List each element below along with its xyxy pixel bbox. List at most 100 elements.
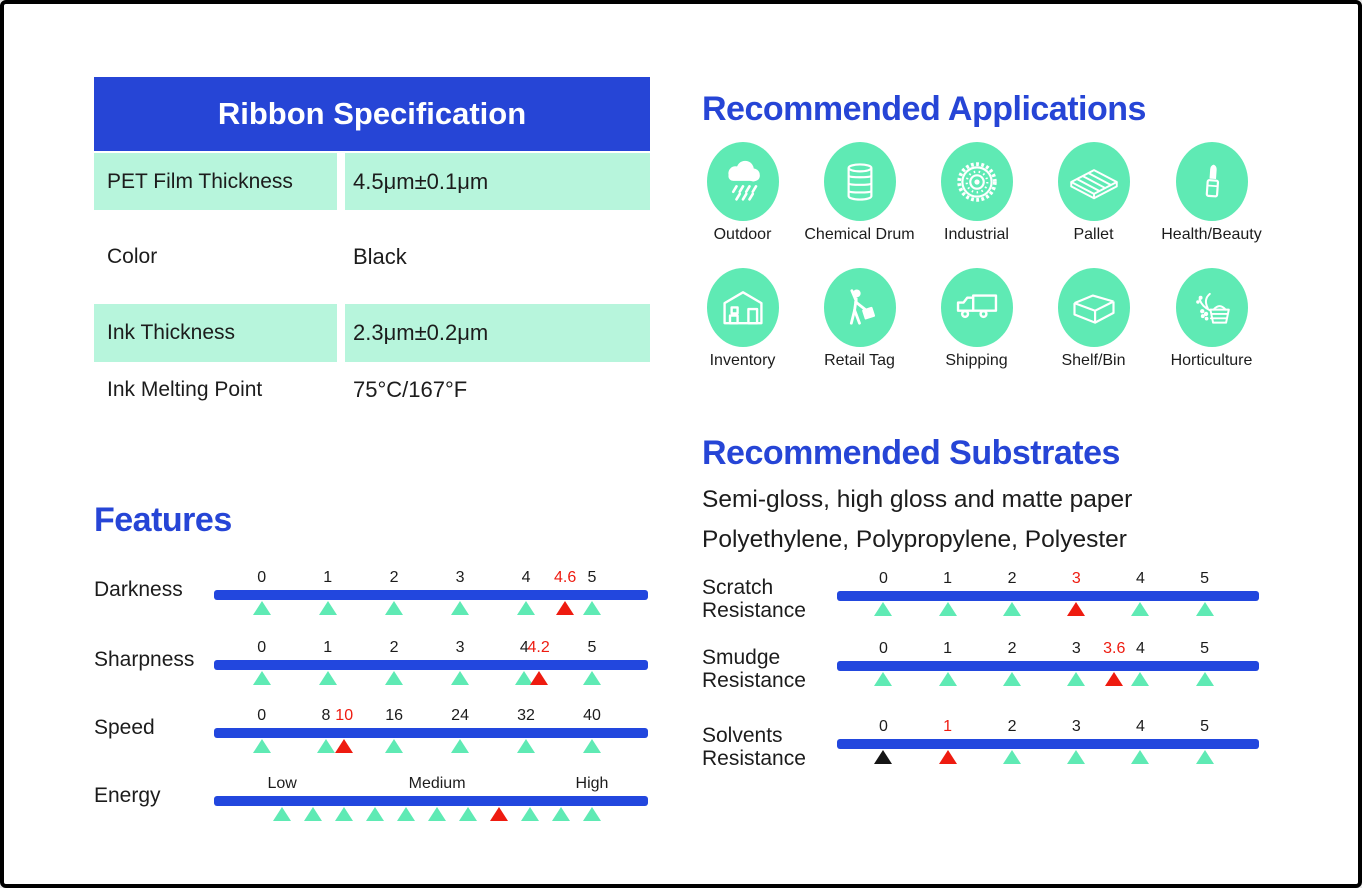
tick-label: 2 (1007, 570, 1017, 587)
scale-track: 0 1 2 3 4 4.6 5 (214, 569, 648, 617)
value-marker-triangle (556, 601, 575, 615)
substrate-line-paper: Semi-gloss, high gloss and matte paper (702, 486, 1133, 513)
tick-marker-triangle (1131, 750, 1150, 764)
tick-label: 24 (451, 707, 469, 724)
scale-track: 0 1 2 3 4 4.2 5 (214, 639, 648, 687)
recommended-applications-heading: Recommended Applications (702, 90, 1146, 128)
value-marker-triangle (490, 807, 509, 821)
scale-track: 0 1 2 3 4 5 (837, 718, 1259, 766)
tick-label: 0 (878, 718, 888, 735)
tick-label: 0 (257, 569, 267, 586)
tick-label: 1 (943, 570, 953, 587)
tick-marker-triangle (252, 739, 271, 753)
value-label: 4.6 (553, 569, 577, 586)
tick-marker-triangle (451, 601, 470, 615)
tick-label: 2 (389, 639, 399, 656)
tick-label: 1 (323, 639, 333, 656)
tick-marker-triangle (1067, 672, 1086, 686)
tick-marker-triangle (252, 671, 271, 685)
scale-bar (214, 796, 648, 806)
tick-marker-triangle (459, 807, 478, 821)
tick-marker-triangle (1067, 750, 1086, 764)
scale-track: 0 1 2 3 4 5 (837, 570, 1259, 618)
app-label: Pallet (1073, 226, 1114, 243)
tick-marker-triangle (303, 807, 322, 821)
value-label: 3.6 (1103, 640, 1126, 657)
pallet-icon (1057, 142, 1130, 221)
tick-marker-triangle (874, 672, 893, 686)
spec-row-melting-point: Ink Melting Point 75°C/167°F (94, 366, 650, 413)
tick-label: 5 (1200, 718, 1209, 735)
spec-row-ink-thickness: Ink Thickness 2.3μm±0.2μm (94, 304, 650, 362)
tick-label: 2 (1007, 718, 1017, 735)
tick-label: 4 (1135, 570, 1145, 587)
tick-label: 2 (1007, 640, 1017, 657)
app-label: Health/Beauty (1161, 226, 1262, 243)
tick-marker-triangle (583, 739, 601, 753)
tick-marker-triangle (318, 601, 337, 615)
tick-marker-triangle (335, 807, 354, 821)
tick-marker-triangle (1195, 672, 1214, 686)
scale-label: Energy (94, 784, 161, 807)
scale-label: Speed (94, 716, 155, 739)
scale-bar (837, 591, 1259, 601)
app-item-industrial: Industrial (918, 142, 1035, 244)
truck-icon (940, 268, 1013, 347)
scale-row-scratch-resistance: Scratch Resistance 0 1 2 3 4 5 (702, 570, 1264, 628)
spec-row-label: Color (107, 245, 158, 268)
value-marker-triangle (529, 671, 548, 685)
scale-label: Scratch Resistance (702, 576, 806, 622)
spec-row-value: Black (353, 244, 407, 269)
spec-row-color: Color Black (94, 227, 650, 287)
tick-label: 1 (323, 569, 333, 586)
scale-track: Low Medium High (214, 775, 648, 823)
tick-marker-triangle (366, 807, 384, 821)
tick-label: 3 (455, 569, 465, 586)
tick-label: 4 (1135, 718, 1145, 735)
scale-row-energy: Energy Low Medium High (94, 775, 660, 825)
scale-label: Darkness (94, 578, 183, 601)
basket-icon (1175, 268, 1248, 347)
tick-marker-triangle (1131, 602, 1150, 616)
spec-row-pet-film: PET Film Thickness 4.5μm±0.1μm (94, 153, 650, 210)
tick-marker-triangle (397, 807, 416, 821)
tick-label: 4 (519, 639, 529, 656)
scale-bar (214, 660, 648, 670)
value-marker-triangle (1105, 672, 1124, 686)
tick-marker-triangle (252, 601, 271, 615)
tick-label: 3 (1071, 640, 1081, 657)
spec-table-title: Ribbon Specification (94, 77, 650, 151)
scale-row-sharpness: Sharpness 0 1 2 3 4 4.2 5 (94, 639, 660, 689)
tick-marker-triangle (451, 739, 470, 753)
tick-label: 5 (587, 569, 597, 586)
features-heading: Features (94, 501, 232, 539)
scale-row-smudge-resistance: Smudge Resistance 0 1 2 3 3.6 4 5 (702, 640, 1264, 698)
value-label: 4.2 (527, 639, 550, 656)
app-item-health-beauty: Health/Beauty (1153, 142, 1270, 244)
scale-track: 0 1 2 3 3.6 4 5 (837, 640, 1259, 688)
spec-row-label: Ink Melting Point (107, 377, 263, 401)
recommended-substrates-heading: Recommended Substrates (702, 434, 1120, 472)
scale-bar (214, 728, 648, 738)
tick-marker-triangle (385, 601, 404, 615)
spec-row-value: 75°C/167°F (353, 376, 468, 402)
app-label: Horticulture (1170, 352, 1253, 369)
gear-icon (940, 142, 1013, 221)
tick-marker-triangle (385, 739, 404, 753)
warehouse-icon (706, 268, 779, 347)
shopper-icon (823, 268, 896, 347)
lipstick-icon (1175, 142, 1248, 221)
tick-label: Low (267, 775, 297, 792)
spec-row-label: Ink Thickness (94, 304, 337, 362)
app-label: Inventory (709, 352, 776, 369)
tick-marker-triangle (1003, 750, 1022, 764)
tick-marker-triangle (874, 602, 893, 616)
tick-label: 40 (583, 707, 601, 724)
tick-marker-triangle (451, 671, 470, 685)
tick-marker-triangle (1003, 672, 1022, 686)
tick-label: 5 (587, 639, 597, 656)
tick-label: 1 (943, 640, 953, 657)
tick-label: 5 (1200, 570, 1209, 587)
value-label: 1 (943, 718, 953, 735)
tick-label: 2 (389, 569, 399, 586)
